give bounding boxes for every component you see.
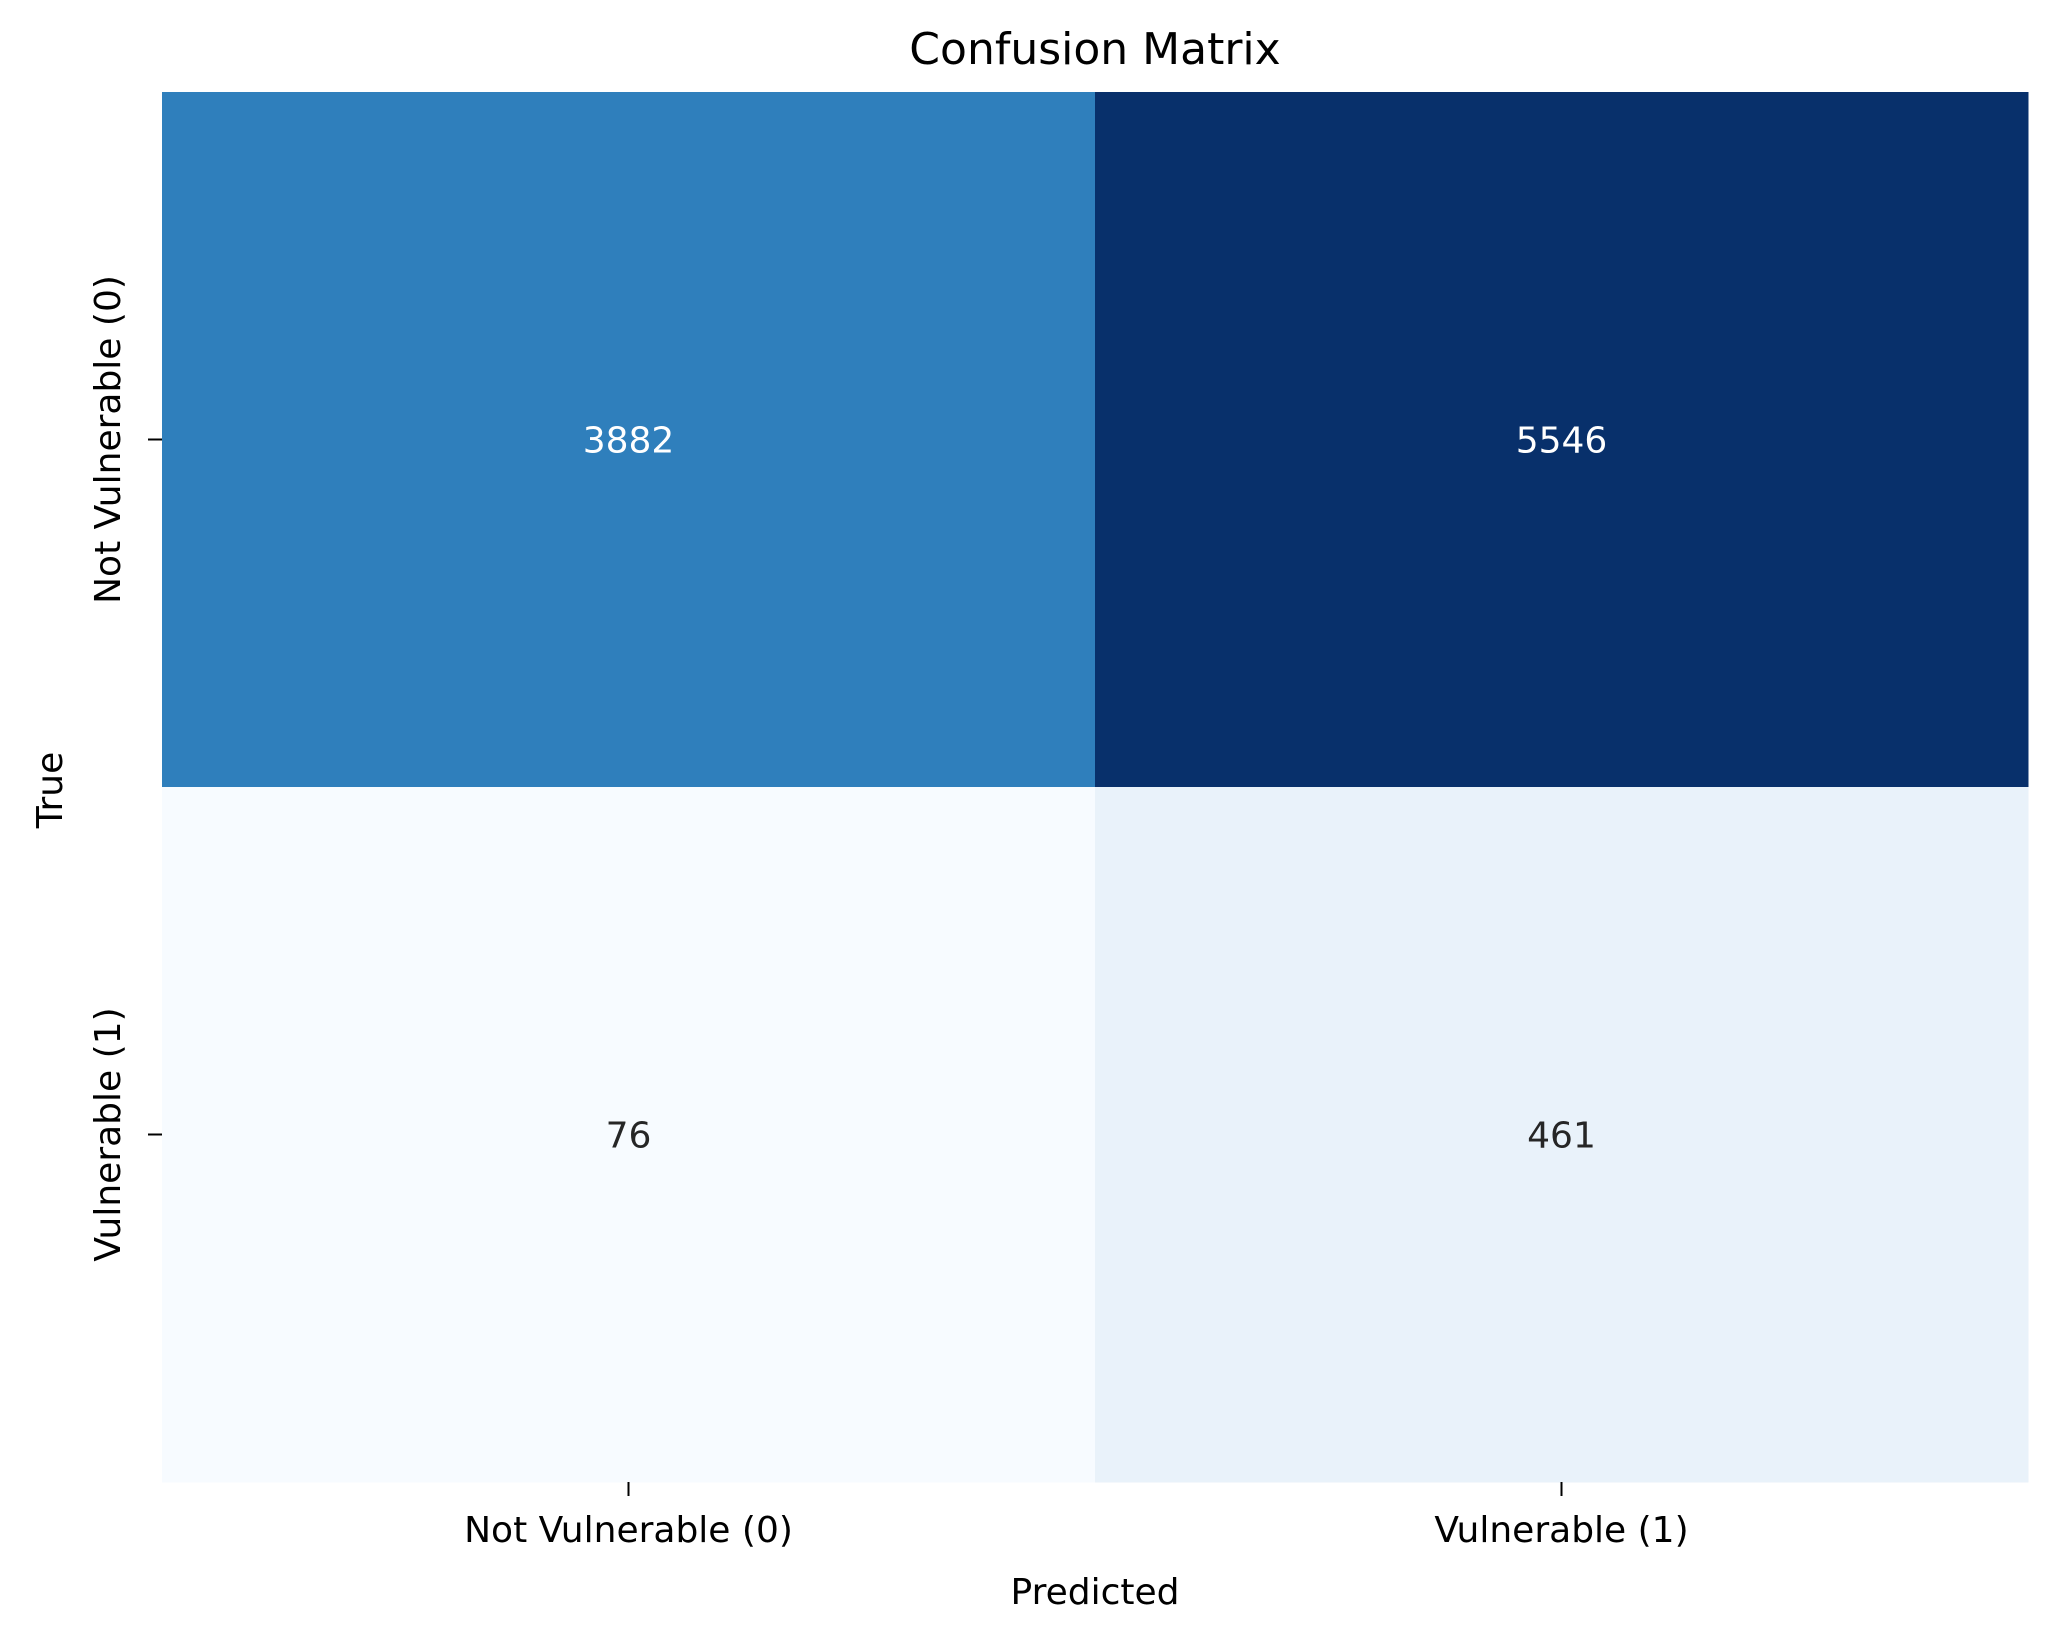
y-tick-label: Not Vulnerable (0) xyxy=(88,275,129,604)
x-axis-label: Predicted xyxy=(1011,1572,1180,1613)
chart-title: Confusion Matrix xyxy=(909,24,1280,75)
cell-value-label-bottom-right: 461 xyxy=(1527,1116,1596,1157)
x-axis-ticks: Not Vulnerable (0) Vulnerable (1) xyxy=(464,1482,1689,1551)
heatmap-cell-bottom-left xyxy=(162,787,1096,1483)
x-tick-label: Not Vulnerable (0) xyxy=(464,1510,793,1551)
heatmap-cell-bottom-right xyxy=(1095,787,2029,1483)
y-axis-ticks: Not Vulnerable (0) Vulnerable (1) xyxy=(88,275,162,1262)
cell-value-label-bottom-left: 76 xyxy=(606,1116,652,1157)
y-tick-label: Vulnerable (1) xyxy=(88,1007,129,1261)
heatmap-cell-top-left xyxy=(162,92,1096,788)
heatmap-cell-labels: 3882 5546 76 461 xyxy=(583,421,1608,1157)
x-tick-label: Vulnerable (1) xyxy=(1434,1510,1688,1551)
heatmap-cells xyxy=(162,92,2029,1483)
cell-value-label-top-left: 3882 xyxy=(583,421,675,462)
y-axis-label: True xyxy=(30,752,71,829)
cell-value-label-top-right: 5546 xyxy=(1516,421,1608,462)
heatmap-cell-top-right xyxy=(1095,92,2029,788)
